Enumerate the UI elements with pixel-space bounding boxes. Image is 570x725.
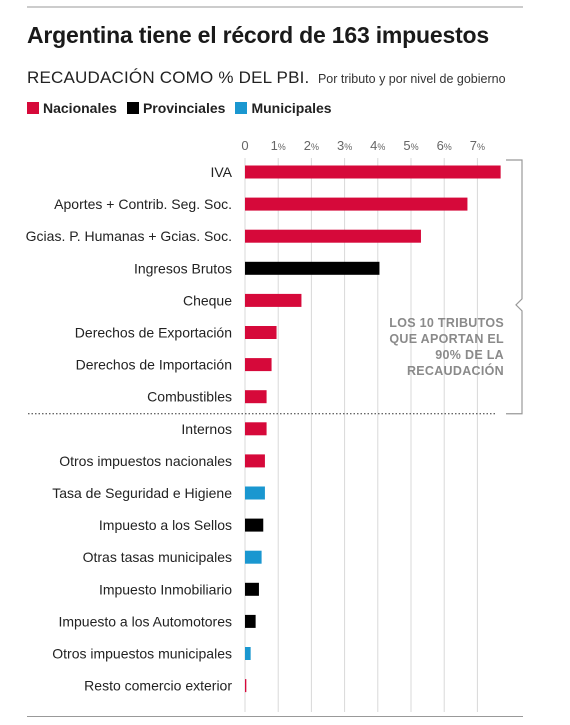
x-tick-number: 7 (470, 138, 477, 153)
x-tick-label-4: 4% (370, 138, 385, 153)
x-tick-number: 2 (304, 138, 311, 153)
x-tick-number: 3 (337, 138, 344, 153)
bar-10 (245, 486, 265, 500)
bar-14 (245, 614, 256, 628)
chart-title: Argentina tiene el récord de 163 impuest… (27, 22, 489, 48)
bar-13 (245, 582, 259, 596)
legend-item-provinciales: Provinciales (126, 100, 226, 116)
x-tick-label-5: 5% (403, 138, 418, 153)
x-tick-unit: % (411, 142, 419, 152)
legend-label-nacionales: Nacionales (43, 100, 117, 116)
legend-label-municipales: Municipales (251, 100, 332, 116)
top-rule (27, 6, 523, 8)
x-tick-label-2: 2% (304, 138, 319, 153)
category-label-14: Impuesto a los Automotores (58, 613, 232, 629)
x-tick-number: 6 (437, 138, 444, 153)
category-label-6: Derechos de Importación (76, 357, 232, 373)
legend-swatch-provinciales (126, 102, 139, 114)
x-tick-label-1: 1% (271, 138, 286, 153)
category-label-8: Internos (181, 421, 232, 437)
legend-item-municipales: Municipales (235, 100, 332, 116)
chart-subtitle: RECAUDACIÓN COMO % DEL PBI. Por tributo … (27, 68, 506, 88)
bar-3 (245, 261, 380, 275)
category-label-1: Aportes + Contrib. Seg. Soc. (54, 196, 232, 212)
bar-15 (245, 647, 251, 660)
top-ten-annotation: LOS 10 TRIBUTOS QUE APORTAN EL 90% DE LA… (389, 316, 504, 378)
x-tick-label-3: 3% (337, 138, 352, 153)
legend-swatch-nacionales (27, 102, 39, 114)
bar-4 (245, 293, 302, 307)
bar-5 (245, 326, 277, 339)
bar-7 (245, 390, 267, 404)
bar-12 (245, 550, 262, 564)
legend: Nacionales Provinciales Municipales (27, 100, 342, 116)
category-label-3: Ingresos Brutos (134, 260, 232, 276)
category-label-0: IVA (210, 164, 232, 180)
category-label-12: Otras tasas municipales (83, 549, 232, 565)
bar-0 (245, 165, 501, 179)
category-label-16: Resto comercio exterior (84, 678, 232, 694)
bar-1 (245, 197, 468, 211)
subtitle-detail: Por tributo y por nivel de gobierno (317, 72, 506, 86)
subtitle-main: RECAUDACIÓN COMO % DEL PBI. (27, 68, 310, 87)
x-tick-label-0: 0 (241, 138, 248, 153)
x-tick-unit: % (344, 142, 352, 152)
category-label-9: Otros impuestos nacionales (59, 453, 232, 469)
bar-11 (245, 518, 264, 532)
category-label-7: Combustibles (147, 389, 232, 405)
x-tick-unit: % (278, 142, 286, 152)
bar-9 (245, 454, 265, 468)
x-tick-number: 4 (370, 138, 377, 153)
bottom-rule (27, 716, 523, 717)
x-tick-number: 5 (403, 138, 410, 153)
bar-16 (245, 679, 247, 693)
category-label-10: Tasa de Seguridad e Higiene (52, 485, 232, 501)
legend-swatch-municipales (235, 102, 248, 114)
x-tick-unit: % (477, 142, 485, 152)
category-label-13: Impuesto Inmobiliario (99, 581, 232, 597)
x-tick-number: 0 (241, 138, 248, 153)
x-tick-unit: % (377, 142, 385, 152)
category-label-2: Gcias. P. Humanas + Gcias. Soc. (26, 228, 232, 244)
top-ten-bracket (506, 159, 523, 415)
bar-2 (245, 229, 421, 243)
x-tick-label-7: 7% (470, 138, 485, 153)
x-tick-number: 1 (271, 138, 278, 153)
category-label-11: Impuesto a los Sellos (99, 517, 232, 533)
legend-item-nacionales: Nacionales (27, 100, 117, 116)
category-label-15: Otros impuestos municipales (52, 646, 232, 662)
bar-8 (245, 422, 267, 436)
category-label-5: Derechos de Exportación (75, 325, 232, 341)
bar-6 (245, 358, 272, 372)
x-tick-label-6: 6% (437, 138, 452, 153)
x-tick-unit: % (311, 142, 319, 152)
x-tick-unit: % (444, 142, 452, 152)
category-label-4: Cheque (183, 292, 232, 308)
legend-label-provinciales: Provinciales (142, 100, 226, 116)
